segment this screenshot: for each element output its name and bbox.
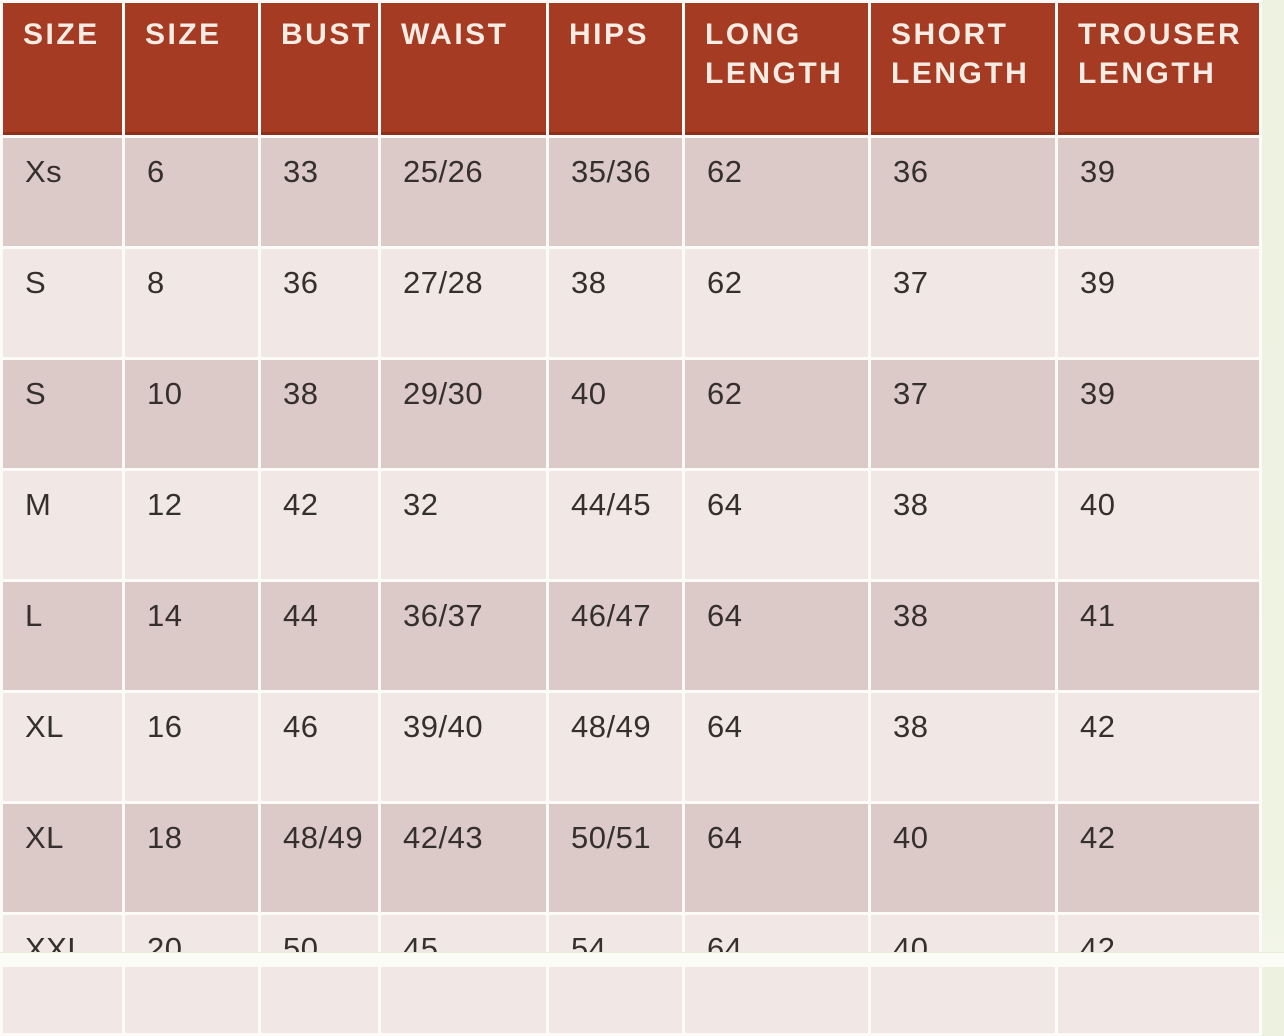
table-cell: 42 <box>1058 804 1259 912</box>
table-header: SIZE SIZE BUST WAIST HIPS LONG LENGTH SHORT LE… <box>3 3 1259 135</box>
table-cell: 42 <box>261 471 378 579</box>
column-header-1: SIZE <box>3 3 122 135</box>
column-header-6: LONG LENGTH <box>685 3 868 135</box>
table-row: S 8 36 27/28 38 62 37 39 <box>3 249 1259 357</box>
table-cell: 16 <box>125 693 258 801</box>
table-cell: 42/43 <box>381 804 546 912</box>
table-cell: 64 <box>685 471 868 579</box>
table-cell: 41 <box>1058 582 1259 690</box>
table-cell: 36/37 <box>381 582 546 690</box>
table-cell: 6 <box>125 138 258 246</box>
table-cell: 38 <box>871 471 1055 579</box>
table-cell: 40 <box>871 804 1055 912</box>
table-cell: 33 <box>261 138 378 246</box>
table-cell: 32 <box>381 471 546 579</box>
table-cell: 37 <box>871 249 1055 357</box>
table-cell: 39 <box>1058 249 1259 357</box>
table-cell: S <box>3 360 122 468</box>
table-cell: XL <box>3 804 122 912</box>
table-row: XL 18 48/49 42/43 50/51 64 40 42 <box>3 804 1259 912</box>
table-body: Xs 6 33 25/26 35/36 62 36 39 S 8 36 27/28 38 62 37 39 S 1… <box>3 138 1259 1033</box>
table-cell: 38 <box>871 693 1055 801</box>
table-row: Xs 6 33 25/26 35/36 62 36 39 <box>3 138 1259 246</box>
table-cell: 38 <box>871 582 1055 690</box>
table-cell: 40 <box>549 360 682 468</box>
table-cell: 62 <box>685 249 868 357</box>
table-cell: 50/51 <box>549 804 682 912</box>
table-cell: 29/30 <box>381 360 546 468</box>
column-header-4: WAIST <box>381 3 546 135</box>
table-cell: 44/45 <box>549 471 682 579</box>
table-cell: 38 <box>549 249 682 357</box>
table-cell: 48/49 <box>549 693 682 801</box>
table-cell: 35/36 <box>549 138 682 246</box>
table-row: L 14 44 36/37 46/47 64 38 41 <box>3 582 1259 690</box>
table-cell: 42 <box>1058 693 1259 801</box>
table-cell: 37 <box>871 360 1055 468</box>
table-cell: 62 <box>685 360 868 468</box>
table-cell: 64 <box>685 915 868 1033</box>
table-cell: 64 <box>685 582 868 690</box>
table-row: M 12 42 32 44/45 64 38 40 <box>3 471 1259 579</box>
table-cell: 20 <box>125 915 258 1033</box>
table-cell: 25/26 <box>381 138 546 246</box>
table-cell: 45 <box>381 915 546 1033</box>
table-cell: 42 <box>1058 915 1259 1033</box>
table-cell: 27/28 <box>381 249 546 357</box>
table-cell: 8 <box>125 249 258 357</box>
column-header-2: SIZE <box>125 3 258 135</box>
table-cell: 62 <box>685 138 868 246</box>
table-cell: XL <box>3 693 122 801</box>
table-cell: Xs <box>3 138 122 246</box>
table-cell: 48/49 <box>261 804 378 912</box>
table-row: S 10 38 29/30 40 62 37 39 <box>3 360 1259 468</box>
table-cell: 54 <box>549 915 682 1033</box>
table-cell: 46 <box>261 693 378 801</box>
table-cell: 14 <box>125 582 258 690</box>
table-cell: S <box>3 249 122 357</box>
table-cell: 36 <box>261 249 378 357</box>
table-cell: 64 <box>685 804 868 912</box>
table-cell: 36 <box>871 138 1055 246</box>
table-cell: 39 <box>1058 138 1259 246</box>
table-cell: 40 <box>871 915 1055 1033</box>
table-cell: XXL <box>3 915 122 1033</box>
table-cell: 46/47 <box>549 582 682 690</box>
header-row: SIZE SIZE BUST WAIST HIPS LONG LENGTH SHORT LE… <box>3 3 1259 135</box>
table-cell: 39 <box>1058 360 1259 468</box>
table-cell: 64 <box>685 693 868 801</box>
table-cell: 40 <box>1058 471 1259 579</box>
column-header-3: BUST <box>261 3 378 135</box>
table-cell: 38 <box>261 360 378 468</box>
table-row: XXL 20 50 45 54 64 40 42 <box>3 915 1259 1033</box>
column-header-8: TROUSER LENGTH <box>1058 3 1259 135</box>
bottom-strip <box>0 952 1284 967</box>
table-cell: 44 <box>261 582 378 690</box>
column-header-7: SHORT LENGTH <box>871 3 1055 135</box>
table-cell: 18 <box>125 804 258 912</box>
table-row: XL 16 46 39/40 48/49 64 38 42 <box>3 693 1259 801</box>
table-cell: 12 <box>125 471 258 579</box>
table-cell: M <box>3 471 122 579</box>
table-cell: 10 <box>125 360 258 468</box>
column-header-5: HIPS <box>549 3 682 135</box>
table-cell: 39/40 <box>381 693 546 801</box>
table-cell: 50 <box>261 915 378 1033</box>
table-cell: L <box>3 582 122 690</box>
